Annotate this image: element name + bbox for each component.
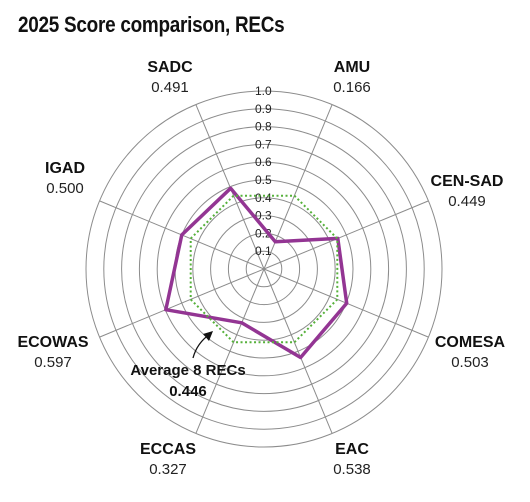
tick-label: 0.5 xyxy=(255,173,272,187)
grid-circle xyxy=(121,126,407,412)
chart-title: 2025 Score comparison, RECs xyxy=(18,12,285,37)
category-label: ECCAS xyxy=(140,441,196,458)
category-value: 0.503 xyxy=(451,354,489,371)
grid-circle xyxy=(85,90,443,448)
series-rec-scores xyxy=(164,186,349,360)
grid-circle xyxy=(245,250,283,288)
grid-circle xyxy=(227,232,301,306)
radar-series xyxy=(164,186,349,360)
grid-circle xyxy=(192,197,336,341)
spoke xyxy=(263,268,333,434)
grid-circle xyxy=(103,108,425,430)
category-label: AMU xyxy=(334,59,370,76)
tick-label: 0.2 xyxy=(255,226,272,240)
radar-spokes xyxy=(99,104,429,434)
category-value: 0.491 xyxy=(151,79,189,96)
grid-circle xyxy=(138,143,390,395)
tick-label: 0.3 xyxy=(255,209,272,223)
tick-label: 0.6 xyxy=(255,155,272,169)
category-value: 0.597 xyxy=(34,354,72,371)
category-value: 0.166 xyxy=(333,79,371,96)
radar-grid xyxy=(85,90,443,448)
average-annotation: Average 8 RECs 0.446 xyxy=(130,331,246,400)
annotation-value: 0.446 xyxy=(169,383,207,400)
category-value: 0.500 xyxy=(46,180,84,197)
tick-label: 1.0 xyxy=(255,84,272,98)
category-label: ECOWAS xyxy=(17,334,88,351)
category-label: EAC xyxy=(335,441,369,458)
radial-tick-labels: 0.1 0.2 0.3 0.4 0.5 0.6 0.7 0.8 0.9 1.0 xyxy=(255,84,272,258)
spoke xyxy=(263,104,333,270)
tick-label: 0.4 xyxy=(255,191,272,205)
tick-label: 0.1 xyxy=(255,244,272,258)
annotation-arrowhead xyxy=(203,331,213,341)
category-labels: AMU 0.166 CEN-SAD 0.449 COMESA 0.503 EAC 0.538 E… xyxy=(17,59,505,478)
category-label: IGAD xyxy=(45,160,85,177)
spoke xyxy=(263,200,429,270)
tick-label: 0.9 xyxy=(255,102,272,116)
tick-label: 0.7 xyxy=(255,137,272,151)
annotation-label: Average 8 RECs xyxy=(130,362,245,379)
category-label: CEN-SAD xyxy=(431,173,504,190)
category-value: 0.327 xyxy=(149,461,187,478)
spoke xyxy=(195,268,265,434)
category-value: 0.538 xyxy=(333,461,371,478)
spoke xyxy=(99,268,265,338)
grid-circle xyxy=(210,215,318,323)
tick-label: 0.8 xyxy=(255,120,272,134)
category-label: SADC xyxy=(147,59,193,76)
grid-circle xyxy=(156,161,372,377)
category-label: COMESA xyxy=(435,334,506,351)
category-value: 0.449 xyxy=(448,193,486,210)
